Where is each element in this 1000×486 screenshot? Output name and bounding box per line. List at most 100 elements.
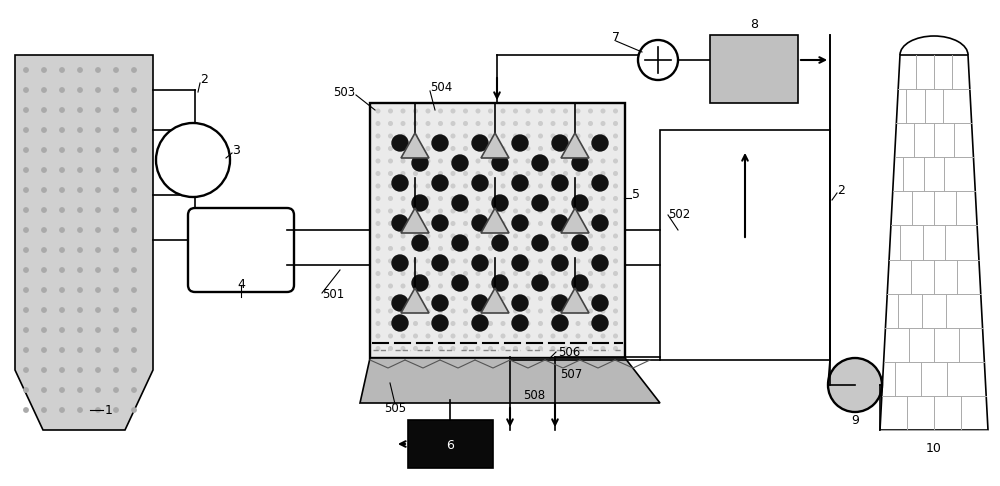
Circle shape: [489, 284, 492, 288]
Text: 8: 8: [750, 18, 758, 32]
Circle shape: [476, 109, 480, 113]
Text: 2: 2: [200, 73, 208, 87]
Circle shape: [60, 308, 64, 312]
Circle shape: [526, 272, 530, 275]
Circle shape: [78, 108, 82, 112]
Circle shape: [552, 295, 568, 311]
Circle shape: [78, 208, 82, 212]
Circle shape: [539, 296, 542, 300]
Circle shape: [614, 309, 617, 313]
Circle shape: [614, 147, 617, 150]
Text: 1: 1: [105, 403, 113, 417]
Circle shape: [576, 134, 580, 138]
Circle shape: [24, 328, 28, 332]
Circle shape: [132, 248, 136, 252]
Circle shape: [96, 288, 100, 292]
Circle shape: [96, 108, 100, 112]
Circle shape: [512, 315, 528, 331]
Circle shape: [426, 209, 430, 213]
Circle shape: [78, 68, 82, 72]
Circle shape: [426, 334, 430, 338]
Circle shape: [439, 347, 442, 350]
Circle shape: [564, 234, 567, 238]
Circle shape: [489, 222, 492, 226]
Circle shape: [42, 368, 46, 372]
Circle shape: [564, 147, 567, 150]
Circle shape: [401, 184, 405, 188]
Circle shape: [439, 184, 442, 188]
Circle shape: [78, 228, 82, 232]
Circle shape: [426, 272, 430, 275]
Circle shape: [451, 147, 455, 150]
Circle shape: [601, 284, 605, 288]
Circle shape: [389, 122, 392, 125]
Circle shape: [576, 184, 580, 188]
Circle shape: [564, 322, 567, 325]
Circle shape: [576, 147, 580, 150]
Circle shape: [539, 147, 542, 150]
Circle shape: [392, 295, 408, 311]
Circle shape: [414, 209, 417, 213]
Polygon shape: [360, 358, 660, 403]
Polygon shape: [561, 133, 589, 158]
Circle shape: [376, 334, 380, 338]
Circle shape: [401, 322, 405, 325]
Circle shape: [564, 209, 567, 213]
Circle shape: [60, 268, 64, 272]
Circle shape: [439, 234, 442, 238]
Text: 9: 9: [851, 414, 859, 427]
Circle shape: [539, 247, 542, 250]
Circle shape: [376, 347, 380, 350]
Circle shape: [78, 328, 82, 332]
Circle shape: [132, 88, 136, 92]
Circle shape: [532, 195, 548, 211]
Circle shape: [96, 348, 100, 352]
Circle shape: [389, 134, 392, 138]
Circle shape: [526, 234, 530, 238]
Circle shape: [501, 322, 505, 325]
Circle shape: [376, 209, 380, 213]
Circle shape: [60, 228, 64, 232]
Circle shape: [526, 184, 530, 188]
Circle shape: [376, 284, 380, 288]
Circle shape: [376, 197, 380, 200]
Circle shape: [492, 195, 508, 211]
Circle shape: [24, 248, 28, 252]
Circle shape: [376, 296, 380, 300]
Circle shape: [489, 259, 492, 263]
Circle shape: [451, 347, 455, 350]
Circle shape: [589, 272, 592, 275]
Circle shape: [614, 296, 617, 300]
Circle shape: [114, 388, 118, 392]
Circle shape: [78, 148, 82, 152]
Circle shape: [412, 275, 428, 291]
Circle shape: [576, 347, 580, 350]
Text: 503: 503: [333, 87, 355, 100]
Circle shape: [412, 195, 428, 211]
Circle shape: [414, 109, 417, 113]
Circle shape: [601, 334, 605, 338]
Circle shape: [414, 322, 417, 325]
Circle shape: [551, 222, 555, 226]
Circle shape: [114, 268, 118, 272]
Circle shape: [564, 284, 567, 288]
Circle shape: [389, 322, 392, 325]
Circle shape: [426, 222, 430, 226]
Circle shape: [78, 248, 82, 252]
Circle shape: [426, 296, 430, 300]
Circle shape: [414, 259, 417, 263]
Circle shape: [42, 228, 46, 232]
Circle shape: [526, 172, 530, 175]
Circle shape: [476, 309, 480, 313]
Circle shape: [376, 222, 380, 226]
Circle shape: [539, 184, 542, 188]
Circle shape: [42, 208, 46, 212]
Circle shape: [489, 197, 492, 200]
Circle shape: [24, 408, 28, 412]
Circle shape: [426, 122, 430, 125]
Circle shape: [439, 322, 442, 325]
Circle shape: [476, 209, 480, 213]
Circle shape: [426, 322, 430, 325]
Circle shape: [539, 334, 542, 338]
Circle shape: [601, 259, 605, 263]
